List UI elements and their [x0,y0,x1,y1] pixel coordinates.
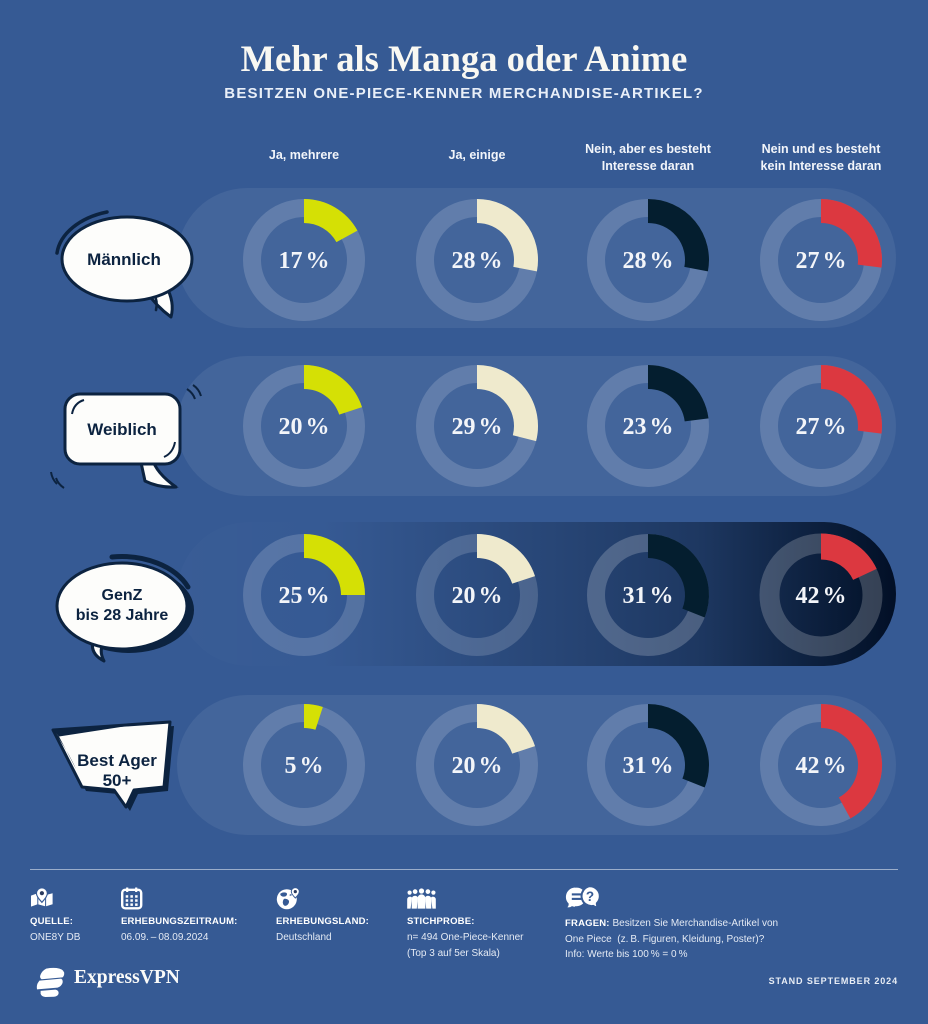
svg-text:31%: 31% [623,753,674,779]
svg-text:bis 28 Jahre: bis 28 Jahre [76,607,169,624]
svg-text:GenZ: GenZ [102,587,143,604]
svg-text:20%: 20% [452,753,503,779]
svg-text:Männlich: Männlich [87,250,161,269]
svg-text:50+: 50+ [103,771,132,790]
svg-text:42%: 42% [796,583,847,609]
svg-text:25%: 25% [279,583,330,609]
svg-text:29%: 29% [452,414,503,440]
svg-text:Weiblich: Weiblich [87,420,157,439]
svg-text:?: ? [586,889,594,904]
svg-text:28%: 28% [623,248,674,274]
svg-text:20%: 20% [279,414,330,440]
svg-text:17%: 17% [279,248,330,274]
svg-text:Best Ager: Best Ager [77,751,157,770]
svg-text:28%: 28% [452,248,503,274]
svg-text:23%: 23% [623,414,674,440]
svg-text:27%: 27% [796,248,847,274]
svg-text:5%: 5% [285,753,324,779]
svg-text:27%: 27% [796,414,847,440]
svg-text:20%: 20% [452,583,503,609]
svg-text:42%: 42% [796,753,847,779]
svg-text:31%: 31% [623,583,674,609]
